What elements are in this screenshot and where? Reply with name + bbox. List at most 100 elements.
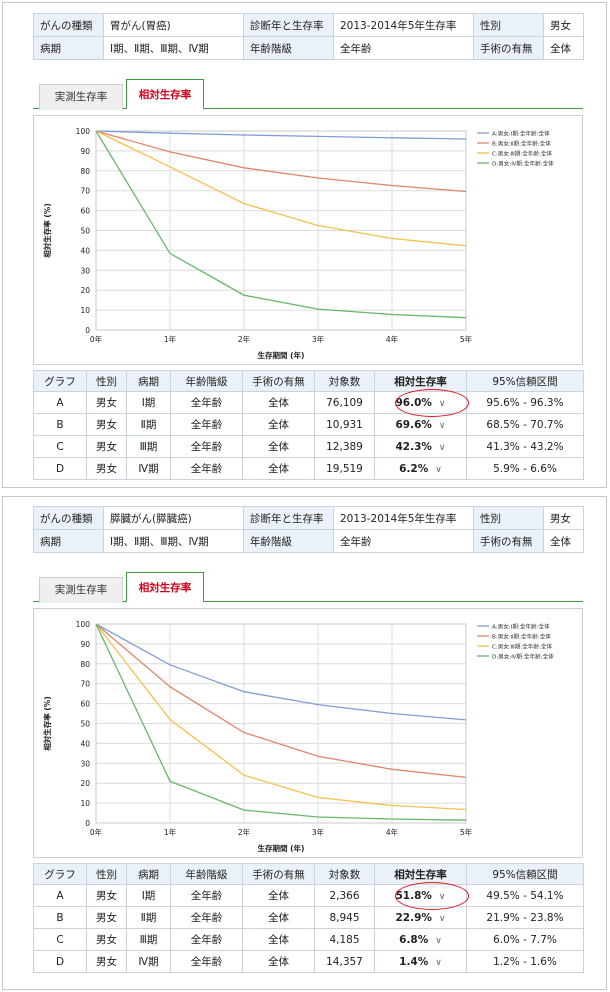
cell-count: 19,519 (314, 457, 375, 480)
legend-label-a: A:男女:Ⅰ期:全年齢:全体 (492, 622, 550, 630)
tab-relative-survival[interactable]: 相対生存率 (126, 571, 204, 603)
chevron-down-icon[interactable]: ∨ (438, 398, 446, 409)
relative-survival-value: 22.9% (395, 911, 432, 924)
cell-rate[interactable]: 69.6% ∨ (374, 413, 467, 436)
tab-measured-survival[interactable]: 実測生存率 (39, 83, 123, 110)
cell-count: 2,366 (314, 884, 375, 907)
cell-graph: C (33, 435, 87, 458)
column-header: 年齢階級 (170, 370, 243, 392)
chevron-down-icon[interactable]: ∨ (438, 442, 446, 453)
y-tick-label: 20 (80, 286, 90, 295)
x-tick-label: 2年 (238, 827, 251, 837)
cell-surgery: 全体 (242, 906, 315, 929)
cell-ci: 1.2% - 1.6% (466, 950, 584, 973)
cell-sex: 男女 (86, 928, 127, 951)
chevron-down-icon[interactable]: ∨ (435, 957, 442, 968)
table-row: C 男女 Ⅲ期 全年齢 全体 12,389 42.3% ∨ 41.3% - 43.2% (33, 435, 584, 458)
cell-age: 全年齢 (170, 457, 243, 480)
column-header: 手術の有無 (242, 370, 315, 392)
column-header: 対象数 (314, 863, 375, 885)
y-tick-label: 80 (80, 660, 90, 669)
table-row: A 男女 Ⅰ期 全年齢 全体 76,109 96.0% ∨ 95.6% - 96.3% (33, 391, 584, 414)
cell-age: 全年齢 (170, 435, 243, 458)
y-tick-label: 100 (76, 620, 91, 629)
age-group-label: 年齢階級 (243, 36, 334, 60)
cell-ci: 95.6% - 96.3% (466, 391, 584, 414)
info-row: がんの種類 胃がん(胃癌) 診断年と生存率 2013-2014年5年生存率 性別 男女 (33, 13, 584, 37)
chevron-down-icon[interactable]: ∨ (435, 464, 442, 475)
cell-sex: 男女 (86, 391, 127, 414)
series-line-d (95, 623, 467, 821)
cell-ci: 49.5% - 54.1% (466, 884, 584, 907)
cell-age: 全年齢 (170, 928, 243, 951)
y-tick-label: 40 (80, 246, 90, 255)
cell-rate[interactable]: 6.8% ∨ (374, 928, 467, 951)
cell-graph: B (33, 906, 87, 929)
x-axis-title: 生存期間 (年) (258, 843, 305, 853)
info-row: 病期 Ⅰ期、Ⅱ期、Ⅲ期、Ⅳ期 年齢階級 全年齢 手術の有無 全体 (33, 529, 584, 553)
cell-sex: 男女 (86, 413, 127, 436)
chart-grid (95, 130, 467, 331)
x-tick-label: 5年 (460, 827, 473, 837)
cell-surgery: 全体 (242, 391, 315, 414)
cancer-type-value: 胃がん(胃癌) (103, 13, 244, 37)
tab-relative-survival[interactable]: 相対生存率 (126, 78, 204, 110)
table-row: D 男女 Ⅳ期 全年齢 全体 19,519 6.2% ∨ 5.9% - 6.6% (33, 457, 584, 480)
column-header: グラフ (33, 863, 87, 885)
cell-rate[interactable]: 6.2% ∨ (374, 457, 467, 480)
series-line-c (95, 130, 467, 247)
relative-survival-value: 6.8% (399, 933, 429, 946)
filter-info-table: がんの種類 胃がん(胃癌) 診断年と生存率 2013-2014年5年生存率 性別 男女 病期… (33, 13, 584, 60)
cell-age: 全年齢 (170, 906, 243, 929)
plot-area (95, 623, 467, 824)
legend-label-b: B:男女:Ⅱ期:全年齢:全体 (492, 632, 551, 640)
surgery-label: 手術の有無 (473, 36, 544, 60)
cell-sex: 男女 (86, 457, 127, 480)
chevron-down-icon[interactable]: ∨ (438, 420, 446, 431)
y-tick-label: 90 (80, 640, 90, 649)
survival-data-table: グラフ 性別 病期 年齢階級 手術の有無 対象数 相対生存率 95%信頼区間 A 男女 Ⅰ期 全年齢全… (33, 370, 584, 480)
series-line-b (95, 130, 467, 193)
cell-ci: 68.5% - 70.7% (466, 413, 584, 436)
age-group-value: 全年齢 (333, 36, 474, 60)
y-tick-label: 50 (80, 720, 90, 729)
cell-rate[interactable]: 1.4% ∨ (374, 950, 467, 973)
y-tick-label: 60 (80, 207, 90, 216)
x-tick-label: 0年 (90, 827, 103, 837)
y-tick-label: 0 (85, 819, 90, 828)
stage-value: Ⅰ期、Ⅱ期、Ⅲ期、Ⅳ期 (103, 529, 244, 553)
cell-stage: Ⅱ期 (126, 413, 171, 436)
chevron-down-icon[interactable]: ∨ (438, 891, 446, 902)
cell-stage: Ⅲ期 (126, 928, 171, 951)
cell-rate[interactable]: 51.8% ∨ (374, 884, 467, 907)
y-tick-label: 40 (80, 739, 90, 748)
cell-stage: Ⅰ期 (126, 884, 171, 907)
series-line-d (95, 130, 467, 319)
column-header: 95%信頼区間 (466, 370, 584, 392)
x-tick-label: 3年 (312, 334, 325, 344)
cell-ci: 21.9% - 23.8% (466, 906, 584, 929)
column-header: 相対生存率 (374, 863, 467, 885)
chevron-down-icon[interactable]: ∨ (438, 913, 446, 924)
cell-ci: 6.0% - 7.7% (466, 928, 584, 951)
y-tick-label: 50 (80, 227, 90, 236)
x-tick-label: 4年 (386, 334, 399, 344)
cell-rate[interactable]: 96.0% ∨ (374, 391, 467, 414)
y-tick-label: 70 (80, 187, 90, 196)
cell-sex: 男女 (86, 906, 127, 929)
survival-data-table: グラフ 性別 病期 年齢階級 手術の有無 対象数 相対生存率 95%信頼区間 A 男女 Ⅰ期 全年齢全… (33, 863, 584, 973)
survival-chart: 0 10 20 30 40 50 60 70 80 90 100 0年 1年 2年 3年 4年 5年 生存期間 (… (33, 115, 583, 365)
table-row: B 男女 Ⅱ期 全年齢 全体 8,945 22.9% ∨ 21.9% - 23.8% (33, 906, 584, 929)
series-line-c (95, 623, 467, 811)
cell-age: 全年齢 (170, 413, 243, 436)
chevron-down-icon[interactable]: ∨ (435, 935, 442, 946)
cell-count: 12,389 (314, 435, 375, 458)
cell-graph: A (33, 391, 87, 414)
cell-surgery: 全体 (242, 413, 315, 436)
cell-rate[interactable]: 22.9% ∨ (374, 906, 467, 929)
column-header: グラフ (33, 370, 87, 392)
cell-surgery: 全体 (242, 950, 315, 973)
x-tick-label: 3年 (312, 827, 325, 837)
tab-measured-survival[interactable]: 実測生存率 (39, 576, 123, 603)
cell-rate[interactable]: 42.3% ∨ (374, 435, 467, 458)
